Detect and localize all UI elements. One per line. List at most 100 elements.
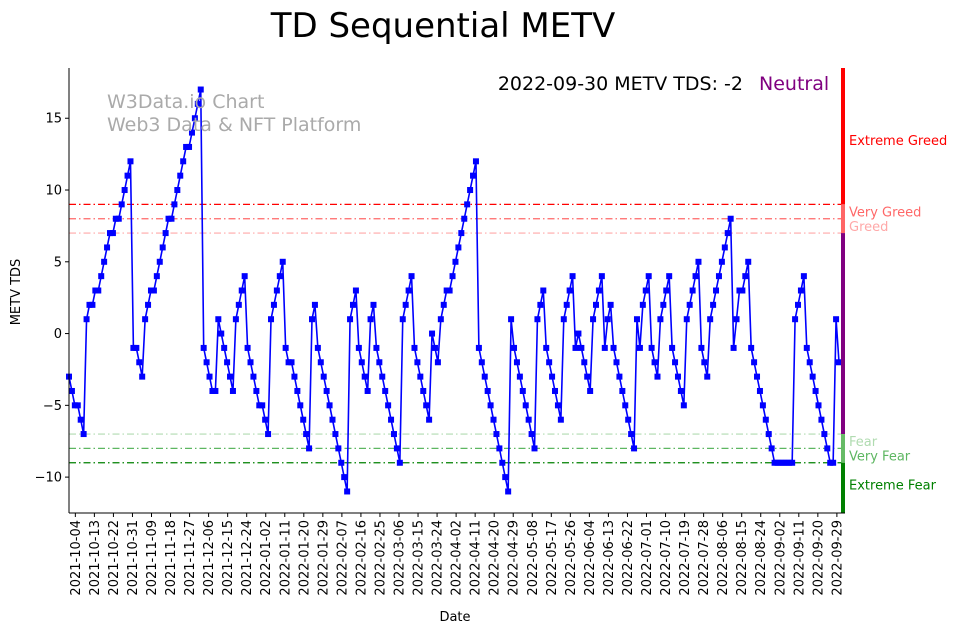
data-point <box>174 187 181 194</box>
x-tick-label: 2022-08-15 <box>735 520 750 596</box>
data-point <box>601 344 608 351</box>
data-point <box>830 459 837 466</box>
data-point <box>136 359 143 366</box>
data-point <box>323 387 330 394</box>
data-point <box>215 316 222 323</box>
data-point <box>335 445 342 452</box>
data-point <box>616 373 623 380</box>
y-tick-label: 0 <box>54 327 62 342</box>
data-point <box>587 387 594 394</box>
data-point <box>364 387 371 394</box>
sentiment-side-bar <box>841 68 845 513</box>
data-point <box>212 387 219 394</box>
threshold-label: Very Fear <box>849 450 911 465</box>
data-point <box>373 344 380 351</box>
data-point <box>80 431 87 438</box>
data-point <box>145 301 152 308</box>
data-point <box>595 287 602 294</box>
x-tick-label: 2021-12-06 <box>202 520 217 596</box>
data-point <box>674 373 681 380</box>
data-point <box>759 402 766 409</box>
data-point <box>133 344 140 351</box>
threshold-lines <box>69 203 842 464</box>
data-point <box>247 359 254 366</box>
x-tick-label: 2021-10-04 <box>69 520 84 596</box>
x-tick-label: 2021-11-09 <box>145 520 160 596</box>
data-point <box>727 215 734 222</box>
data-point <box>68 387 75 394</box>
data-point <box>484 387 491 394</box>
data-point <box>83 316 90 323</box>
data-point <box>188 129 195 136</box>
data-point <box>628 431 635 438</box>
data-point <box>186 143 193 150</box>
data-point <box>607 301 614 308</box>
data-point <box>142 316 149 323</box>
data-point <box>200 344 207 351</box>
data-point <box>265 431 272 438</box>
data-point <box>642 287 649 294</box>
data-point <box>341 474 348 481</box>
data-point <box>669 344 676 351</box>
data-point <box>127 158 134 165</box>
data-point <box>549 373 556 380</box>
data-point <box>581 359 588 366</box>
data-point <box>572 344 579 351</box>
x-tick-label: 2022-05-17 <box>545 520 560 596</box>
data-point <box>232 316 239 323</box>
data-point <box>692 273 699 280</box>
data-point <box>748 344 755 351</box>
x-tick-label: 2022-05-08 <box>526 520 541 596</box>
data-point <box>657 316 664 323</box>
y-tick-label: 15 <box>45 112 62 127</box>
data-point <box>645 273 652 280</box>
data-point <box>194 100 201 107</box>
x-tick-label: 2022-04-02 <box>450 520 465 596</box>
data-point <box>636 344 643 351</box>
data-point <box>478 359 485 366</box>
x-tick-label: 2022-02-07 <box>335 520 350 596</box>
data-point <box>344 488 351 495</box>
data-point <box>824 445 831 452</box>
data-point <box>241 273 248 280</box>
data-point <box>349 301 356 308</box>
data-point <box>238 287 245 294</box>
data-point <box>303 431 310 438</box>
threshold-label: Extreme Fear <box>849 478 937 493</box>
data-point <box>522 402 529 409</box>
x-tick-label: 2022-04-11 <box>469 520 484 596</box>
data-point <box>666 273 673 280</box>
data-point <box>429 330 436 337</box>
x-tick-label: 2021-10-31 <box>126 520 141 596</box>
data-point <box>648 344 655 351</box>
data-point <box>311 301 318 308</box>
x-tick-label: 2021-12-15 <box>221 520 236 596</box>
x-tick-label: 2022-06-04 <box>583 520 598 596</box>
data-point <box>534 316 541 323</box>
x-tick-label: 2022-05-26 <box>564 520 579 596</box>
data-point <box>797 287 804 294</box>
data-point <box>516 373 523 380</box>
data-point <box>821 431 828 438</box>
data-point <box>306 445 313 452</box>
data-point <box>104 244 111 251</box>
data-point <box>221 344 228 351</box>
x-tick-label: 2022-02-16 <box>354 520 369 596</box>
data-point <box>745 258 752 265</box>
data-point <box>496 445 503 452</box>
y-tick-label: −5 <box>43 399 62 414</box>
data-point <box>115 215 122 222</box>
x-tick-label: 2021-11-27 <box>183 520 198 596</box>
data-point <box>273 287 280 294</box>
data-point <box>156 258 163 265</box>
series-metv-tds <box>66 86 842 495</box>
data-point <box>475 344 482 351</box>
data-point <box>279 258 286 265</box>
data-point <box>203 359 210 366</box>
data-point <box>390 431 397 438</box>
side-bar-segment <box>841 462 845 513</box>
threshold-label: Fear <box>849 435 878 450</box>
data-point <box>95 287 102 294</box>
data-point <box>800 273 807 280</box>
threshold-label: Extreme Greed <box>849 134 947 149</box>
